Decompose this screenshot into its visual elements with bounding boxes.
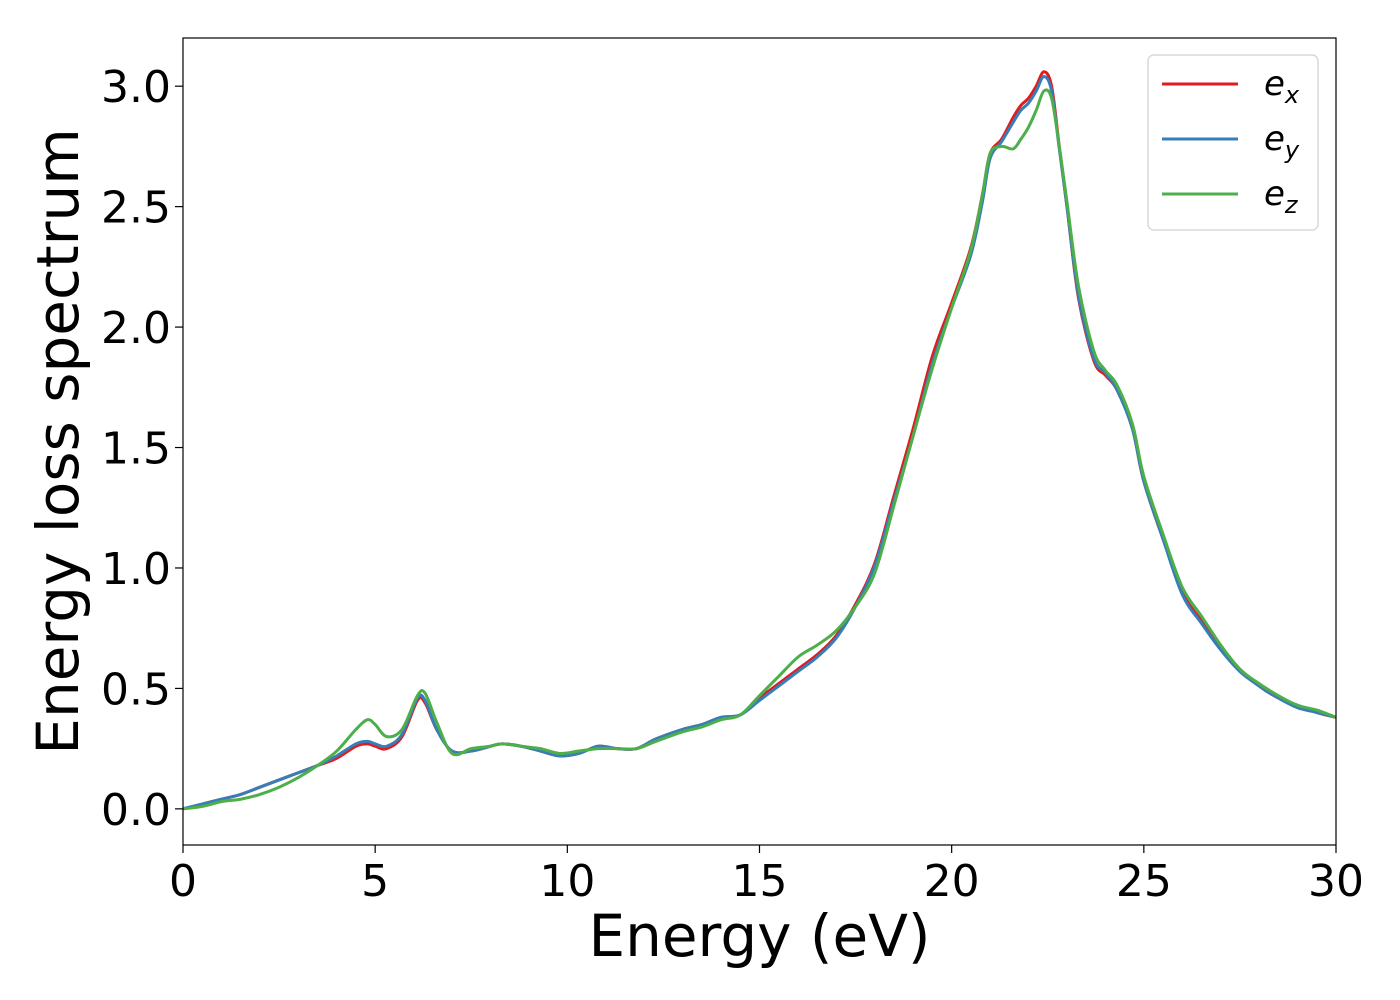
legend-label-z: ez: [1264, 174, 1299, 219]
x-tick-label: 20: [924, 856, 980, 907]
x-tick-label: 0: [169, 856, 197, 907]
x-tick-label: 10: [539, 856, 595, 907]
y-tick-label: 3.0: [101, 62, 171, 113]
legend-label-y: ey: [1264, 119, 1300, 164]
x-axis-label: Energy (eV): [588, 902, 930, 970]
legend-box: [1147, 54, 1319, 231]
y-tick-label: 1.0: [101, 544, 171, 595]
y-tick-label: 0.5: [101, 664, 171, 715]
series-line-y: [182, 75, 1337, 811]
x-tick-label: 25: [1116, 856, 1172, 907]
y-tick-label: 2.5: [101, 183, 171, 234]
legend-label-x: ex: [1264, 64, 1300, 109]
x-tick-label: 15: [732, 856, 788, 907]
y-tick-label: 1.5: [101, 424, 171, 475]
x-tick-label: 5: [361, 856, 389, 907]
y-axis-label: Energy loss spectrum: [24, 128, 92, 754]
legend: ex ey ez: [1147, 54, 1319, 231]
y-tick-label: 0.0: [101, 785, 171, 836]
series-line-z: [182, 88, 1337, 811]
series-layer: [182, 70, 1337, 811]
y-tick-label: 2.0: [101, 303, 171, 354]
x-tick-label: 30: [1308, 856, 1364, 907]
ticks-layer: 0 5 10 15 20 25 30 0.0 0.5 1.0 1.5 2.0 2.5 3.0: [101, 62, 1364, 907]
